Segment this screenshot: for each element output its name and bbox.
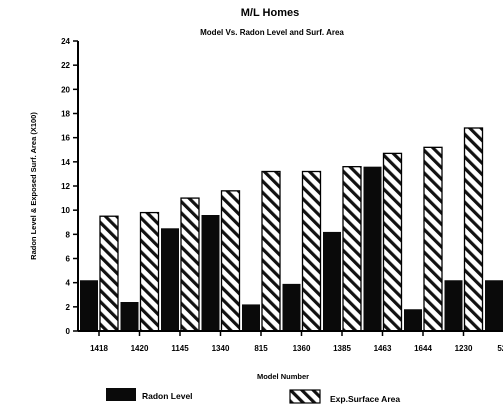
x-tick-label: 1420 [131, 344, 149, 353]
bar-radon-level [485, 280, 503, 331]
y-tick-label: 8 [66, 230, 71, 239]
x-tick-label: 1145 [171, 344, 189, 353]
x-tick-label: 1340 [212, 344, 230, 353]
legend-label-surface: Exp.Surface Area [330, 394, 400, 404]
y-tick-label: 18 [61, 110, 70, 119]
bar-exp-surface-area [382, 152, 403, 332]
bar-radon-level [161, 228, 179, 331]
y-tick-label: 0 [66, 327, 71, 336]
bar-radon-level [282, 283, 301, 331]
bar-exp-surface-area [139, 211, 160, 332]
chart-subtitle: Model Vs. Radon Level and Surf. Area [200, 28, 344, 37]
y-tick-label: 6 [66, 255, 71, 264]
bar-exp-surface-area [220, 190, 241, 332]
y-tick-label: 24 [61, 37, 70, 46]
bar-exp-surface-area [180, 197, 200, 332]
x-tick-label: 1360 [293, 344, 311, 353]
x-tick-label: 1463 [374, 344, 392, 353]
x-tick-label: 1644 [414, 344, 432, 353]
y-tick-label: 14 [61, 158, 70, 167]
bar-radon-level [444, 280, 463, 331]
x-tick-label: 815 [254, 344, 268, 353]
legend-swatch-surface [289, 389, 321, 404]
y-tick-label: 10 [61, 206, 70, 215]
legend-label-radon: Radon Level [142, 391, 193, 401]
y-tick-label: 4 [66, 279, 71, 288]
bar-radon-level [404, 309, 422, 331]
y-tick-label: 20 [61, 85, 70, 94]
x-axis-label: Model Number [257, 372, 309, 381]
x-tick-label: 1385 [333, 344, 351, 353]
bar-radon-level [242, 304, 260, 331]
legend: Radon Level Exp.Surface Area [106, 388, 400, 404]
bar-radon-level [80, 280, 98, 331]
bar-radon-level [120, 302, 139, 331]
bar-exp-surface-area [463, 127, 484, 332]
bar-radon-level [323, 231, 341, 331]
bar-exp-surface-area [342, 166, 362, 332]
legend-swatch-radon [106, 388, 136, 401]
x-tick-label: 1418 [90, 344, 108, 353]
y-tick-label: 16 [61, 134, 70, 143]
bar-exp-surface-area [99, 215, 119, 332]
x-tick-label: 520 [497, 344, 503, 353]
chart-title: M/L Homes [241, 7, 299, 19]
y-axis-label: Radon Level & Exposed Surf. Area (X100) [29, 112, 38, 260]
y-tick-label: 2 [66, 303, 71, 312]
y-tick-label: 22 [61, 61, 70, 70]
bar-radon-level [201, 215, 220, 331]
bar-exp-surface-area [261, 170, 281, 332]
bar-exp-surface-area [301, 170, 322, 332]
bar-radon-level [363, 166, 382, 331]
y-tick-label: 12 [61, 182, 70, 191]
bar-exp-surface-area [423, 146, 443, 332]
x-tick-label: 1230 [455, 344, 473, 353]
